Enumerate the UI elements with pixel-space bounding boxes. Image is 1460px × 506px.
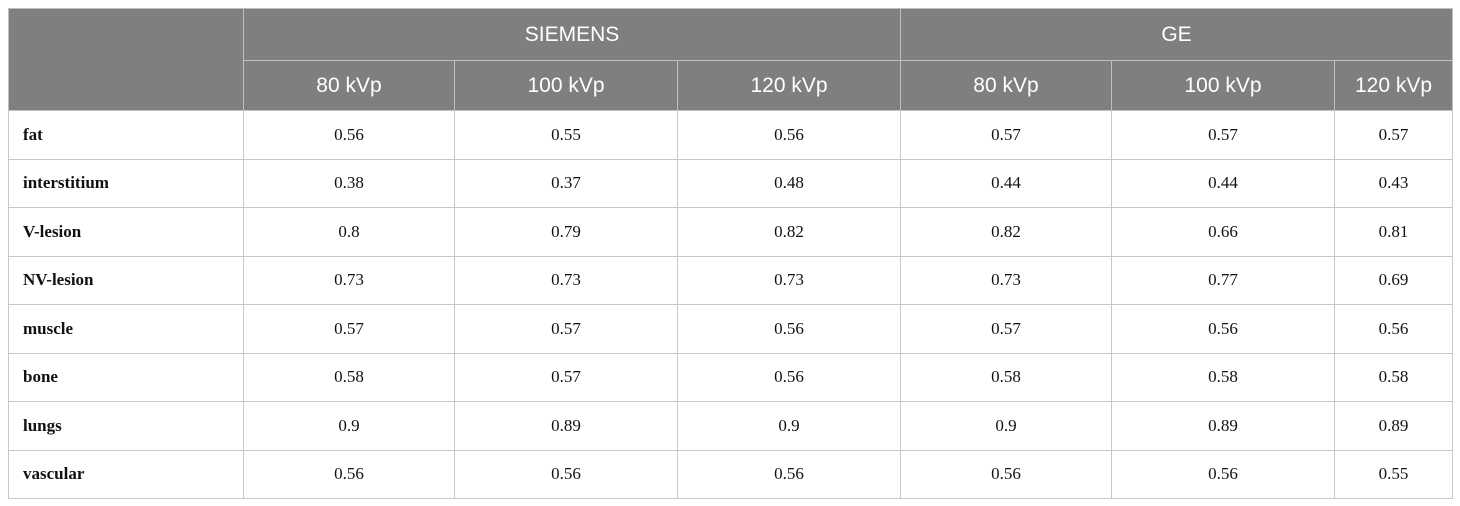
column-header: 100 kVp [454, 60, 678, 111]
table-row: interstitium 0.38 0.37 0.48 0.44 0.44 0.43 [8, 158, 1454, 208]
value-cell: 0.57 [1333, 110, 1454, 160]
value-cell: 0.9 [243, 401, 455, 451]
table-container: SIEMENS GE 80 kVp 100 kVp 120 kVp 80 kVp 100 … [8, 8, 1454, 499]
group-header: SIEMENS [243, 8, 901, 61]
value-cell: 0.56 [1111, 449, 1335, 499]
value-cell: 0.56 [677, 304, 901, 354]
value-cell: 0.56 [243, 449, 455, 499]
value-cell: 0.58 [243, 352, 455, 402]
value-cell: 0.44 [900, 158, 1112, 208]
value-cell: 0.56 [677, 110, 901, 160]
table-row: muscle 0.57 0.57 0.56 0.57 0.56 0.56 [8, 304, 1454, 354]
value-cell: 0.57 [900, 304, 1112, 354]
row-label: interstitium [8, 158, 244, 208]
group-header-row: SIEMENS GE [8, 8, 1454, 111]
value-cell: 0.56 [900, 449, 1112, 499]
value-cell: 0.56 [454, 449, 678, 499]
value-cell: 0.82 [900, 207, 1112, 257]
value-cell: 0.57 [243, 304, 455, 354]
value-cell: 0.43 [1333, 158, 1454, 208]
value-cell: 0.58 [1333, 352, 1454, 402]
value-cell: 0.89 [1333, 401, 1454, 451]
corner-cell [8, 8, 244, 111]
value-cell: 0.66 [1111, 207, 1335, 257]
value-cell: 0.44 [1111, 158, 1335, 208]
table-body: fat 0.56 0.55 0.56 0.57 0.57 0.57 interstitium 0… [8, 110, 1454, 499]
value-cell: 0.55 [454, 110, 678, 160]
row-label: lungs [8, 401, 244, 451]
row-label: NV-lesion [8, 255, 244, 305]
value-cell: 0.8 [243, 207, 455, 257]
column-header: 120 kVp [677, 60, 901, 111]
row-label: V-lesion [8, 207, 244, 257]
value-cell: 0.9 [677, 401, 901, 451]
value-cell: 0.57 [454, 352, 678, 402]
value-cell: 0.56 [1333, 304, 1454, 354]
column-header: 80 kVp [243, 60, 455, 111]
group-header: GE [899, 8, 1454, 61]
value-cell: 0.55 [1333, 449, 1454, 499]
table-row: lungs 0.9 0.89 0.9 0.9 0.89 0.89 [8, 401, 1454, 451]
value-cell: 0.73 [677, 255, 901, 305]
value-cell: 0.58 [900, 352, 1112, 402]
table-row: vascular 0.56 0.56 0.56 0.56 0.56 0.55 [8, 449, 1454, 499]
value-cell: 0.38 [243, 158, 455, 208]
row-label: fat [8, 110, 244, 160]
table-header: SIEMENS GE 80 kVp 100 kVp 120 kVp 80 kVp 100 … [8, 8, 1454, 111]
value-cell: 0.56 [243, 110, 455, 160]
value-cell: 0.89 [454, 401, 678, 451]
row-label: vascular [8, 449, 244, 499]
value-cell: 0.56 [677, 449, 901, 499]
value-cell: 0.89 [1111, 401, 1335, 451]
value-cell: 0.58 [1111, 352, 1335, 402]
value-cell: 0.37 [454, 158, 678, 208]
value-cell: 0.82 [677, 207, 901, 257]
row-label: muscle [8, 304, 244, 354]
value-cell: 0.73 [900, 255, 1112, 305]
value-cell: 0.69 [1333, 255, 1454, 305]
table-row: V-lesion 0.8 0.79 0.82 0.82 0.66 0.81 [8, 207, 1454, 257]
value-cell: 0.57 [454, 304, 678, 354]
value-cell: 0.56 [1111, 304, 1335, 354]
table-row: bone 0.58 0.57 0.56 0.58 0.58 0.58 [8, 352, 1454, 402]
data-table: SIEMENS GE 80 kVp 100 kVp 120 kVp 80 kVp 100 … [8, 8, 1454, 499]
table-row: fat 0.56 0.55 0.56 0.57 0.57 0.57 [8, 110, 1454, 160]
value-cell: 0.73 [454, 255, 678, 305]
value-cell: 0.57 [1111, 110, 1335, 160]
table-row: NV-lesion 0.73 0.73 0.73 0.73 0.77 0.69 [8, 255, 1454, 305]
value-cell: 0.73 [243, 255, 455, 305]
value-cell: 0.9 [900, 401, 1112, 451]
column-header: 80 kVp [900, 60, 1112, 111]
column-header: 120 kVp [1333, 60, 1454, 111]
value-cell: 0.77 [1111, 255, 1335, 305]
value-cell: 0.56 [677, 352, 901, 402]
subheader-row: 80 kVp 100 kVp 120 kVp 80 kVp 100 kVp 120 kVp [9, 60, 1454, 111]
row-label: bone [8, 352, 244, 402]
value-cell: 0.48 [677, 158, 901, 208]
column-header: 100 kVp [1111, 60, 1335, 111]
value-cell: 0.57 [900, 110, 1112, 160]
value-cell: 0.81 [1333, 207, 1454, 257]
value-cell: 0.79 [454, 207, 678, 257]
